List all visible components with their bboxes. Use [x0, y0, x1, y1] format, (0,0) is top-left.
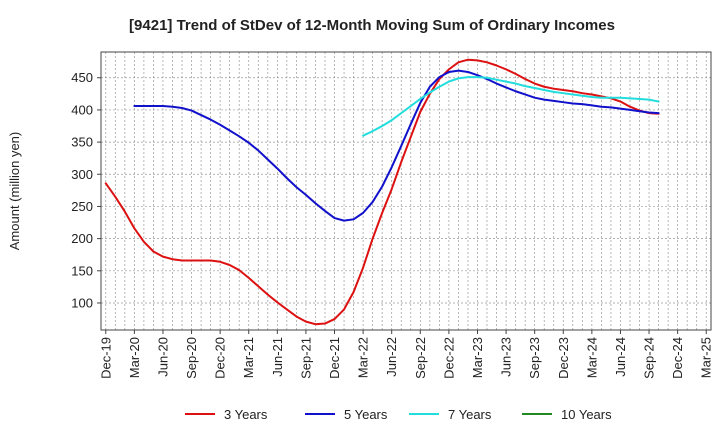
- y-tick-label: 350: [71, 135, 93, 150]
- x-tick-label: Sep-21: [298, 337, 313, 379]
- x-tick-label: Dec-21: [327, 337, 342, 379]
- x-tick-label: Jun-22: [384, 337, 399, 377]
- x-tick-label: Jun-21: [270, 337, 285, 377]
- x-tick-label: Mar-25: [699, 337, 714, 378]
- y-tick-label: 250: [71, 199, 93, 214]
- x-tick-label: Jun-24: [613, 337, 628, 377]
- y-tick-label: 400: [71, 102, 93, 117]
- x-tick-label: Dec-19: [98, 337, 113, 379]
- y-axis-ticks: 100 150 200 250 300 350 400 450: [71, 70, 101, 310]
- series-line-7-years: [362, 76, 660, 137]
- y-tick-label: 450: [71, 70, 93, 85]
- y-tick-label: 300: [71, 167, 93, 182]
- y-tick-label: 150: [71, 263, 93, 278]
- legend-label-5-years: 5 Years: [344, 407, 388, 422]
- x-tick-label: Dec-24: [670, 337, 685, 379]
- x-tick-label: Mar-23: [470, 337, 485, 378]
- x-axis-ticks: Dec-19 Mar-20 Jun-20 Sep-20 Dec-20 Mar-21 Jun-…: [98, 330, 714, 379]
- grid: [101, 52, 711, 330]
- x-tick-label: Sep-20: [184, 337, 199, 379]
- x-tick-label: Dec-23: [556, 337, 571, 379]
- x-tick-label: Dec-22: [441, 337, 456, 379]
- x-tick-label: Mar-22: [356, 337, 371, 378]
- x-tick-label: Jun-23: [499, 337, 514, 377]
- y-tick-label: 100: [71, 295, 93, 310]
- legend: 3 Years 5 Years 7 Years 10 Years: [185, 407, 612, 422]
- x-tick-label: Mar-21: [241, 337, 256, 378]
- series-line-5-years: [133, 69, 660, 222]
- x-tick-label: Sep-24: [642, 337, 657, 379]
- x-tick-label: Mar-24: [584, 337, 599, 378]
- series-lines: [104, 58, 660, 326]
- legend-label-3-years: 3 Years: [224, 407, 268, 422]
- y-tick-label: 200: [71, 231, 93, 246]
- plot-area-frame: [100, 51, 712, 331]
- chart-title: [9421] Trend of StDev of 12-Month Moving…: [129, 17, 615, 34]
- legend-label-10-years: 10 Years: [561, 407, 612, 422]
- legend-label-7-years: 7 Years: [448, 407, 492, 422]
- x-tick-label: Mar-20: [127, 337, 142, 378]
- y-axis-label: Amount (million yen): [7, 132, 22, 251]
- x-tick-label: Dec-20: [213, 337, 228, 379]
- x-tick-label: Sep-22: [413, 337, 428, 379]
- x-tick-label: Sep-23: [527, 337, 542, 379]
- x-tick-label: Jun-20: [155, 337, 170, 377]
- series-line-3-years: [104, 58, 660, 326]
